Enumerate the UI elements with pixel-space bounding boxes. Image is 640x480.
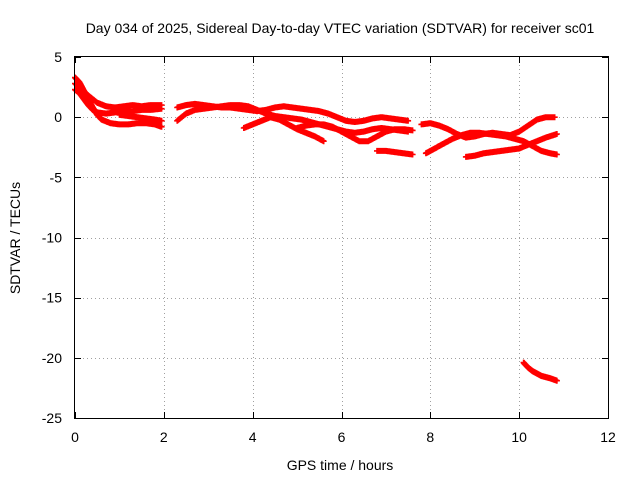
- x-tick-label: 0: [71, 429, 79, 445]
- series-track-13: [520, 359, 560, 384]
- chart-title: Day 034 of 2025, Sidereal Day-to-day VTE…: [86, 20, 595, 36]
- x-tick-label: 10: [511, 429, 527, 445]
- y-axis-label: SDTVAR / TECUs: [7, 182, 23, 294]
- x-tick-label: 6: [338, 429, 346, 445]
- series-track-8: [294, 121, 416, 145]
- data-point-markers: [374, 147, 416, 158]
- x-tick-label: 8: [426, 429, 434, 445]
- y-tick-label: -10: [42, 230, 62, 246]
- data-point-markers: [294, 121, 416, 145]
- y-tick-label: -20: [42, 350, 62, 366]
- y-tick-label: -5: [50, 169, 63, 185]
- data-point-markers: [520, 359, 560, 384]
- x-tick-label: 12: [600, 429, 616, 445]
- y-tick-label: 5: [54, 49, 62, 65]
- series-track-4: [116, 111, 165, 124]
- data-point-markers: [462, 131, 560, 160]
- plot-frame: [74, 56, 609, 419]
- data-point-markers: [116, 111, 165, 124]
- series-track-12: [462, 131, 560, 160]
- tick-labels: 0 2 4 6 8 10 12 5 0 -5 -10 -15 -20 -25: [42, 49, 616, 445]
- data-points: [72, 74, 560, 384]
- y-tick-label: 0: [54, 109, 62, 125]
- x-axis-label: GPS time / hours: [287, 457, 394, 473]
- series-track-9: [374, 147, 416, 158]
- x-tick-label: 4: [249, 429, 257, 445]
- y-tick-label: -15: [42, 290, 62, 306]
- axis-ticks: [75, 57, 609, 419]
- y-tick-label: -25: [42, 410, 62, 426]
- x-tick-label: 2: [160, 429, 168, 445]
